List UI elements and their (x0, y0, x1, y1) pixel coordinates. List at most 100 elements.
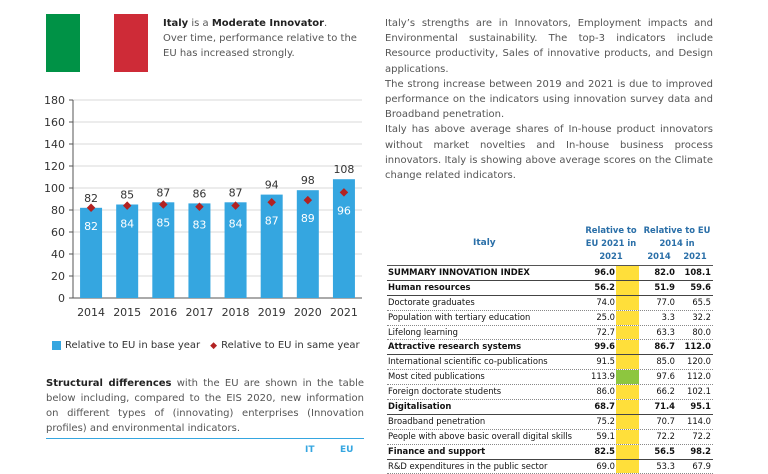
row-value-2021: 99.6 (594, 341, 615, 352)
table-row: Broadband penetration 75.2 70.7 114.0 (387, 414, 713, 430)
legend-base-label: Relative to EU in base year (65, 340, 201, 351)
performance-color-cell (616, 414, 639, 429)
chart-legend: Relative to EU in base year ◆ Relative t… (52, 340, 360, 351)
row-value-2014-2021: 102.1 (687, 386, 711, 397)
row-label: Digitalisation (388, 401, 452, 412)
diamond-value-label: 89 (301, 212, 315, 225)
x-tick-label: 2021 (330, 306, 358, 319)
row-label: Doctorate graduates (388, 296, 475, 307)
intro-group: Moderate Innovator (211, 18, 325, 29)
row-value-2014-2021: 108.1 (684, 267, 712, 277)
bottom-it-label: IT (305, 445, 315, 455)
row-value-2014: 86.7 (654, 341, 675, 352)
y-tick-label: 80 (51, 204, 65, 217)
legend-diamond-icon: ◆ (210, 340, 218, 351)
bar-value-label: 86 (192, 187, 206, 200)
row-value-2014-2021: 59.6 (690, 281, 711, 292)
row-label: SUMMARY INNOVATION INDEX (388, 267, 530, 277)
row-label: Broadband penetration (388, 415, 486, 426)
struct-heading: Structural differences (46, 378, 172, 389)
performance-color-cell (616, 400, 639, 414)
row-value-2014-2021: 80.0 (692, 326, 711, 337)
x-tick-label: 2020 (294, 306, 322, 319)
row-value-2021: 96.0 (594, 267, 615, 277)
table-row: Population with tertiary education 25.0 3.… (387, 310, 713, 326)
performance-color-cell (616, 355, 639, 370)
x-tick-label: 2019 (258, 306, 286, 319)
row-value-2021: 59.1 (596, 430, 615, 441)
bar-value-label: 87 (229, 186, 243, 199)
row-label: Foreign doctorate students (388, 386, 502, 397)
row-value-2014: 56.5 (654, 445, 675, 456)
bar (116, 204, 139, 298)
row-label: R&D expenditures in the public sector (388, 460, 548, 471)
flag-white-stripe (80, 14, 114, 72)
row-label: International scientific co-publications (388, 356, 548, 367)
divider (46, 438, 364, 439)
table-row: R&D expenditures in the public sector 69.… (387, 459, 713, 474)
row-value-2021: 25.0 (596, 311, 615, 322)
x-tick-label: 2014 (77, 306, 105, 319)
table-row: Finance and support 82.5 56.5 98.2 (387, 444, 713, 460)
country-description: Italy’s strengths are in Innovators, Emp… (385, 16, 713, 183)
bar-value-label: 85 (120, 189, 134, 202)
row-value-2014-2021: 120.0 (687, 356, 711, 367)
row-value-2021: 69.0 (596, 460, 615, 471)
diamond-value-label: 85 (156, 217, 170, 230)
row-value-2021: 86.0 (596, 386, 615, 397)
row-value-2014: 71.4 (654, 401, 675, 412)
header-line: Relative to EU (643, 225, 711, 235)
bar (224, 202, 247, 298)
diamond-marker (195, 202, 204, 211)
row-value-2014: 70.7 (656, 415, 675, 426)
bottom-eu-label: EU (340, 445, 354, 455)
table-header: Italy Relative to EU 2021 in 2021 Relati… (387, 223, 713, 266)
table-row: International scientific co-publications… (387, 355, 713, 371)
table-row: Human resources 56.2 51.9 59.6 (387, 280, 713, 296)
header-year-2021: 2021 (683, 251, 707, 261)
italy-flag (46, 14, 148, 72)
bar (296, 190, 319, 298)
intro-desc: Over time, performance relative to the E… (163, 33, 357, 59)
performance-color-cell (616, 385, 639, 400)
row-label: Lifelong learning (388, 326, 458, 337)
table-body: SUMMARY INNOVATION INDEX 96.0 82.0 108.1 Hum… (387, 266, 713, 474)
diamond-value-label: 87 (265, 214, 279, 227)
row-value-2014-2021: 32.2 (692, 311, 711, 322)
x-tick-label: 2018 (222, 306, 250, 319)
x-tick-label: 2016 (149, 306, 177, 319)
diamond-value-label: 84 (229, 218, 243, 231)
y-tick-label: 60 (51, 226, 65, 239)
row-value-2014: 97.6 (656, 371, 675, 382)
bar (332, 179, 355, 298)
y-tick-label: 0 (58, 292, 65, 305)
row-value-2021: 82.5 (594, 445, 615, 456)
performance-color-cell (616, 370, 639, 385)
bar (152, 202, 175, 298)
row-value-2014: 66.2 (656, 386, 675, 397)
increase-paragraph: The strong increase between 2019 and 202… (385, 78, 713, 121)
row-value-2014: 77.0 (656, 296, 675, 307)
header-line: Relative to (585, 225, 637, 235)
performance-color-cell (616, 340, 639, 355)
row-value-2014-2021: 65.5 (692, 296, 711, 307)
intro-country: Italy (163, 18, 189, 29)
bar-value-label: 82 (84, 192, 98, 205)
row-label: Attractive research systems (388, 341, 522, 352)
performance-bar-chart: 0 20 40 60 80 100 120 140 160 180 82 82 2014 85 84 2015… (44, 94, 362, 319)
row-value-2014-2021: 72.2 (692, 430, 711, 441)
performance-color-cell (616, 429, 639, 444)
y-tick-label: 100 (44, 182, 65, 195)
table-row: Foreign doctorate students 86.0 66.2 102.1 (387, 385, 713, 401)
row-value-2021: 75.2 (596, 415, 615, 426)
diamond-value-label: 96 (337, 204, 351, 217)
row-label: Finance and support (388, 445, 486, 456)
header-year-2014: 2014 (647, 251, 671, 261)
diamond-marker (231, 201, 240, 210)
row-value-2014-2021: 95.1 (690, 401, 711, 412)
row-value-2021: 74.0 (596, 296, 615, 307)
row-value-2014: 72.2 (656, 430, 675, 441)
row-value-2014: 53.3 (656, 460, 675, 471)
row-label: Human resources (388, 281, 471, 292)
diamond-marker (267, 198, 276, 207)
